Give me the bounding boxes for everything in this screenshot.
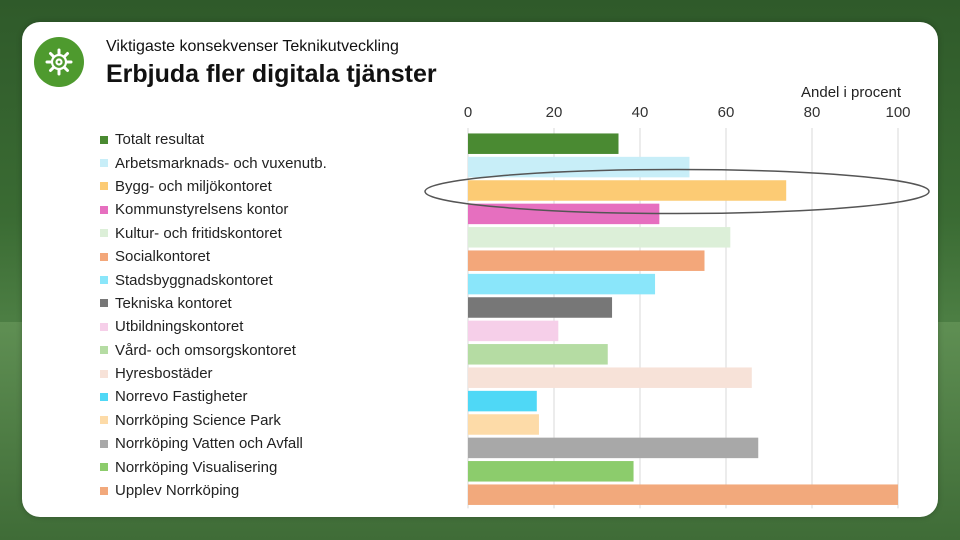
- bar-12: [468, 414, 539, 435]
- x-tick-label: 80: [803, 104, 821, 121]
- legend-label: Kommunstyrelsens kontor: [115, 201, 289, 219]
- legend-label: Hyresbostäder: [115, 365, 213, 383]
- legend-label: Stadsbyggnadskontoret: [115, 271, 273, 289]
- legend-item: Socialkontoret: [100, 245, 327, 268]
- bar-10: [468, 367, 752, 388]
- slide-subtitle: Viktigaste konsekvenser Teknikutveckling: [106, 38, 399, 55]
- bar-9: [468, 344, 608, 365]
- legend-label: Norrevo Fastigheter: [115, 388, 248, 406]
- bar-chart: [424, 128, 930, 509]
- legend-item: Norrköping Vatten och Avfall: [100, 432, 327, 455]
- legend-label: Vård- och omsorgskontoret: [115, 341, 296, 359]
- bar-15: [468, 484, 898, 505]
- legend-swatch: [100, 252, 108, 261]
- legend-item: Norrevo Fastigheter: [100, 385, 327, 408]
- legend-item: Bygg- och miljökontoret: [100, 175, 327, 198]
- gear-icon-glyph: [45, 48, 73, 76]
- gear-icon: [34, 37, 84, 87]
- legend-swatch: [100, 229, 108, 238]
- legend-swatch: [100, 416, 108, 425]
- x-axis-label: Andel i procent: [801, 84, 902, 101]
- legend-item: Hyresbostäder: [100, 362, 327, 385]
- legend-swatch: [100, 322, 108, 331]
- legend-item: Norrköping Science Park: [100, 409, 327, 432]
- legend-swatch: [100, 182, 108, 191]
- slide-card: Viktigaste konsekvenser Teknikutveckling…: [22, 22, 938, 517]
- bar-2: [468, 180, 787, 201]
- legend-swatch: [100, 135, 108, 144]
- bar-0: [468, 133, 619, 154]
- legend-swatch: [100, 369, 108, 378]
- legend-label: Upplev Norrköping: [115, 482, 240, 500]
- legend-item: Tekniska kontoret: [100, 292, 327, 315]
- legend-swatch: [100, 159, 108, 168]
- chart-legend: Totalt resultat Arbetsmarknads- och vuxen…: [100, 128, 327, 502]
- legend-item: Arbetsmarknads- och vuxenutb.: [100, 151, 327, 174]
- bar-1: [468, 156, 690, 178]
- x-tick-label: 100: [885, 104, 911, 121]
- x-tick-label: 60: [717, 104, 735, 121]
- legend-swatch: [100, 486, 108, 495]
- legend-item: Totalt resultat: [100, 128, 327, 151]
- x-tick-label: 40: [631, 104, 649, 121]
- legend-label: Tekniska kontoret: [115, 294, 232, 312]
- bar-7: [468, 297, 613, 318]
- legend-swatch: [100, 439, 108, 448]
- legend-label: Arbetsmarknads- och vuxenutb.: [115, 154, 327, 172]
- bar-11: [468, 390, 537, 412]
- bar-5: [468, 250, 705, 271]
- legend-item: Vård- och omsorgskontoret: [100, 339, 327, 362]
- legend-swatch: [100, 346, 108, 355]
- bar-13: [468, 437, 759, 459]
- x-tick-label: 0: [463, 104, 473, 121]
- slide-title: Erbjuda fler digitala tjänster: [106, 60, 437, 88]
- legend-swatch: [100, 205, 108, 214]
- legend-label: Norrköping Vatten och Avfall: [115, 435, 303, 453]
- highlight-ellipse: [424, 168, 930, 215]
- bar-14: [468, 461, 634, 482]
- legend-item: Upplev Norrköping: [100, 479, 327, 502]
- bar-8: [468, 320, 559, 342]
- legend-swatch: [100, 463, 108, 472]
- legend-label: Kultur- och fritidskontoret: [115, 224, 282, 242]
- x-tick-label: 20: [545, 104, 563, 121]
- legend-swatch: [100, 392, 108, 401]
- legend-label: Utbildningskontoret: [115, 318, 244, 336]
- legend-item: Utbildningskontoret: [100, 315, 327, 338]
- bar-6: [468, 273, 656, 295]
- legend-swatch: [100, 276, 108, 285]
- legend-swatch: [100, 299, 108, 308]
- legend-label: Norrköping Visualisering: [115, 458, 278, 476]
- legend-item: Norrköping Visualisering: [100, 455, 327, 478]
- legend-label: Norrköping Science Park: [115, 411, 281, 429]
- legend-item: Stadsbyggnadskontoret: [100, 268, 327, 291]
- legend-item: Kultur- och fritidskontoret: [100, 222, 327, 245]
- legend-label: Socialkontoret: [115, 248, 211, 266]
- legend-label: Bygg- och miljökontoret: [115, 177, 272, 195]
- legend-item: Kommunstyrelsens kontor: [100, 198, 327, 221]
- bar-4: [468, 227, 731, 248]
- legend-label: Totalt resultat: [115, 131, 205, 149]
